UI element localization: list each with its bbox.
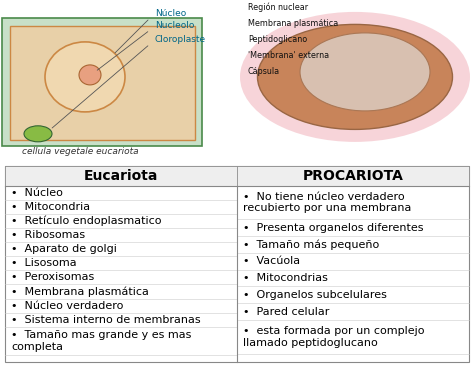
Text: •  Aparato de golgi: • Aparato de golgi (11, 244, 117, 254)
Ellipse shape (79, 65, 101, 85)
Ellipse shape (45, 42, 125, 112)
Text: Cloroplaste: Cloroplaste (155, 35, 206, 44)
Bar (237, 166, 469, 186)
Text: •  Pared celular: • Pared celular (243, 307, 329, 317)
Text: cellula vegetale eucariota: cellula vegetale eucariota (22, 147, 138, 156)
Text: •  Ribosomas: • Ribosomas (11, 230, 85, 240)
Text: •  Presenta organelos diferentes: • Presenta organelos diferentes (243, 223, 423, 233)
Text: •  Organelos subcelulares: • Organelos subcelulares (243, 290, 387, 300)
Bar (10, 26, 195, 140)
Text: •  Peroxisomas: • Peroxisomas (11, 272, 94, 283)
Text: •  Núcleo verdadero: • Núcleo verdadero (11, 301, 123, 310)
Text: •  Núcleo: • Núcleo (11, 188, 63, 198)
Text: •  Tamaño mas grande y es mas
completa: • Tamaño mas grande y es mas completa (11, 330, 191, 352)
Text: Membrana plasmática: Membrana plasmática (248, 19, 338, 28)
Text: •  No tiene núcleo verdadero
recubierto por una membrana: • No tiene núcleo verdadero recubierto p… (243, 192, 411, 213)
Text: Peptidoglicano: Peptidoglicano (248, 35, 307, 44)
Text: Nucleolo: Nucleolo (155, 21, 194, 30)
Text: •  Membrana plasmática: • Membrana plasmática (11, 286, 149, 297)
Text: •  esta formada por un complejo
llamado peptidoglucano: • esta formada por un complejo llamado p… (243, 326, 425, 348)
Text: 'Membrana' externa: 'Membrana' externa (248, 51, 329, 60)
Text: •  Mitocondrias: • Mitocondrias (243, 273, 328, 283)
Text: Cápsula: Cápsula (248, 67, 280, 76)
Bar (2, 18, 202, 146)
Text: •  Tamaño más pequeño: • Tamaño más pequeño (243, 239, 379, 250)
Bar (5, 166, 237, 186)
Ellipse shape (257, 24, 453, 130)
Text: Núcleo: Núcleo (155, 9, 186, 18)
Text: Región nuclear: Región nuclear (248, 3, 308, 12)
Ellipse shape (240, 12, 470, 142)
Ellipse shape (24, 126, 52, 142)
Bar (5, 166, 469, 362)
Text: •  Retículo endoplasmatico: • Retículo endoplasmatico (11, 216, 162, 226)
Text: •  Mitocondria: • Mitocondria (11, 202, 90, 212)
Ellipse shape (300, 33, 430, 111)
Text: •  Lisosoma: • Lisosoma (11, 258, 77, 268)
Text: Eucariota: Eucariota (84, 169, 158, 183)
Text: •  Vacúola: • Vacúola (243, 256, 300, 266)
Text: PROCARIOTA: PROCARIOTA (302, 169, 403, 183)
Text: •  Sistema interno de membranas: • Sistema interno de membranas (11, 315, 201, 325)
